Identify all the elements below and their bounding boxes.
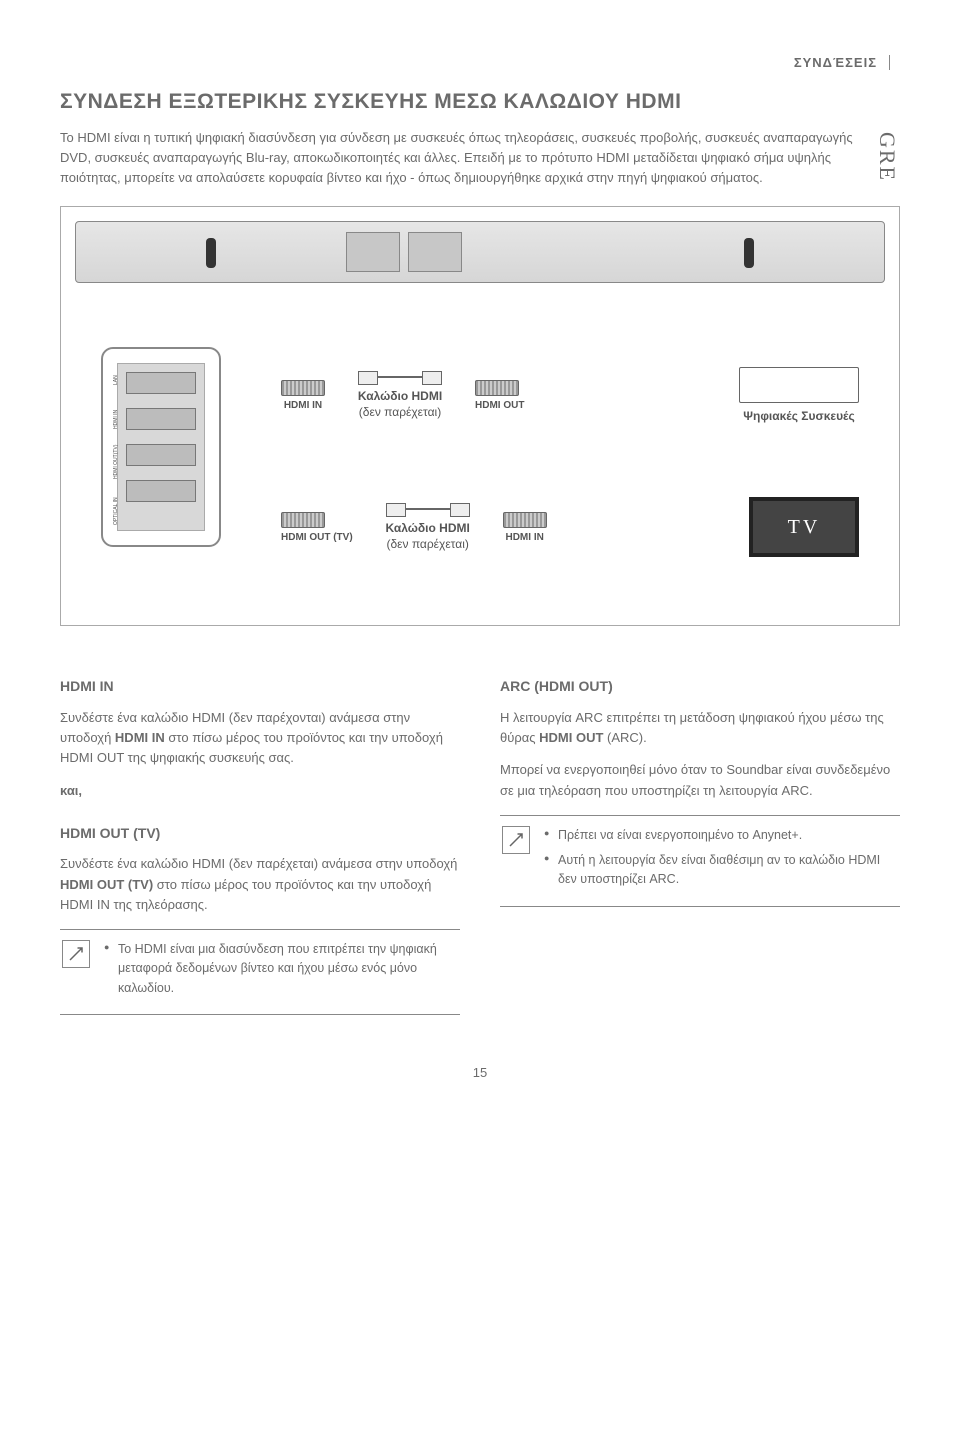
hdmi-plug-icon	[281, 380, 325, 396]
label-hdmi-in-tv: HDMI IN	[503, 532, 547, 543]
note-box: Πρέπει να είναι ενεργοποιημένο το Anynet…	[500, 815, 900, 907]
note-item: Αυτή η λειτουργία δεν είναι διαθέσιμη αν…	[544, 851, 894, 890]
cable-icon	[388, 508, 468, 510]
connection-diagram: LAN HDMI IN HDMI OUT(TV) OPTICAL IN HDMI…	[60, 206, 900, 626]
intro-paragraph: Το HDMI είναι η τυπική ψηφιακή διασύνδεσ…	[60, 128, 856, 188]
para-arc-2: Μπορεί να ενεργοποιηθεί μόνο όταν το Sou…	[500, 760, 900, 800]
label-hdmi-out-tv: HDMI OUT (TV)	[281, 532, 353, 543]
digital-device-icon	[739, 367, 859, 403]
language-tab: GRE	[874, 128, 900, 186]
hdmi-plug-icon	[475, 380, 519, 396]
note-item: Πρέπει να είναι ενεργοποιημένο το Anynet…	[544, 826, 894, 845]
device-label: Ψηφιακές Συσκευές	[739, 409, 859, 423]
note-icon	[62, 940, 90, 968]
para-hdmi-in: Συνδέστε ένα καλώδιο HDMI (δεν παρέχοντα…	[60, 708, 460, 768]
port-panel: LAN HDMI IN HDMI OUT(TV) OPTICAL IN	[101, 347, 221, 547]
page-title: ΣΥΝΔΕΣΗ ΕΞΩΤΕΡΙΚΗΣ ΣΥΣΚΕΥΗΣ ΜΕΣΩ ΚΑΛΩΔΙΟ…	[60, 90, 900, 114]
hdmi-plug-icon	[503, 512, 547, 528]
heading-hdmi-in: HDMI IN	[60, 676, 460, 698]
port-label-optical: OPTICAL IN	[113, 498, 119, 526]
soundbar-illustration	[75, 221, 885, 283]
note-icon	[502, 826, 530, 854]
cable-label: Καλώδιο HDMI (δεν παρέχεται)	[353, 520, 503, 554]
label-hdmi-in: HDMI IN	[281, 400, 325, 411]
para-arc-1: Η λειτουργία ARC επιτρέπει τη μετάδοση ψ…	[500, 708, 900, 748]
port-label-hdmi-out: HDMI OUT(TV)	[113, 445, 119, 479]
label-hdmi-out: HDMI OUT	[475, 400, 524, 411]
heading-arc: ARC (HDMI OUT)	[500, 676, 900, 698]
left-column: HDMI IN Συνδέστε ένα καλώδιο HDMI (δεν π…	[60, 676, 460, 1014]
heading-hdmi-out-tv: HDMI OUT (TV)	[60, 823, 460, 845]
cable-label: Καλώδιο HDMI (δεν παρέχεται)	[325, 388, 475, 422]
page-number: 15	[60, 1065, 900, 1080]
port-label-lan: LAN	[113, 376, 119, 386]
note-box: Το HDMI είναι μια διασύνδεση που επιτρέπ…	[60, 929, 460, 1015]
cable-icon	[360, 376, 440, 378]
hdmi-plug-icon	[281, 512, 325, 528]
right-column: ARC (HDMI OUT) Η λειτουργία ARC επιτρέπε…	[500, 676, 900, 1014]
and-label: και,	[60, 781, 460, 801]
breadcrumb: ΣΥΝΔΈΣΕΙΣ	[794, 55, 890, 70]
para-hdmi-out-tv: Συνδέστε ένα καλώδιο HDMI (δεν παρέχεται…	[60, 854, 460, 914]
tv-icon: TV	[749, 497, 859, 557]
note-item: Το HDMI είναι μια διασύνδεση που επιτρέπ…	[104, 940, 454, 998]
port-label-hdmi-in: HDMI IN	[113, 410, 119, 429]
